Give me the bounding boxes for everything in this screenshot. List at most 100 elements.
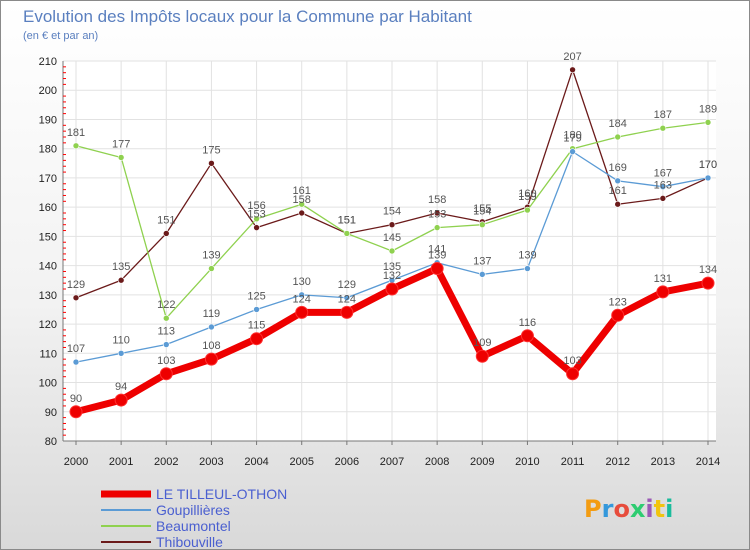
- data-label-2: 184: [609, 118, 627, 130]
- y-tick-label: 170: [39, 173, 57, 185]
- series-group: [69, 66, 715, 419]
- series-point-3: [253, 224, 260, 231]
- y-tick-label: 150: [39, 231, 57, 243]
- data-label-0: 103: [563, 355, 581, 367]
- series-point-2: [433, 224, 441, 231]
- series-point-2: [162, 314, 170, 322]
- data-label-1: 167: [654, 168, 672, 180]
- series-point-0: [611, 308, 625, 322]
- data-label-1: 119: [203, 308, 221, 320]
- data-label-2: 159: [518, 191, 536, 203]
- y-tick-label: 80: [45, 436, 57, 448]
- series-point-1: [162, 341, 170, 348]
- data-label-3: 207: [563, 51, 581, 63]
- data-label-2: 153: [428, 209, 446, 221]
- x-tick-label: 2009: [470, 456, 494, 468]
- data-label-1: 113: [158, 326, 176, 338]
- y-axis-ticks: 80 90 100 110 120 130 140 150 160 170 180 190 200 210: [39, 56, 66, 448]
- data-label-0: 132: [383, 270, 401, 282]
- series-point-0: [430, 262, 444, 276]
- series-point-3: [298, 209, 306, 217]
- series-point-3: [388, 221, 396, 228]
- chart-subtitle: (en € et par an): [23, 30, 98, 42]
- series-point-2: [388, 247, 396, 255]
- legend-label-1: Goupillières: [156, 502, 230, 518]
- data-label-0: 123: [609, 296, 627, 308]
- series-point-0: [566, 367, 580, 381]
- data-label-2: 161: [293, 185, 311, 197]
- series-point-1: [569, 148, 576, 155]
- series-point-1: [343, 294, 351, 302]
- series-point-1: [659, 183, 667, 190]
- series-point-2: [704, 119, 712, 126]
- logo-letter: i: [645, 495, 653, 523]
- series-point-3: [208, 160, 215, 167]
- y-tick-label: 190: [39, 114, 57, 126]
- data-label-1: 169: [609, 162, 627, 174]
- series-point-2: [524, 206, 531, 214]
- data-label-1: 179: [563, 133, 581, 145]
- logo-letter: x: [630, 495, 646, 523]
- series-point-3: [433, 209, 441, 217]
- data-label-3: 161: [609, 185, 627, 197]
- y-tick-label: 110: [39, 348, 57, 360]
- x-tick-label: 2013: [651, 456, 675, 468]
- data-label-0: 115: [248, 320, 266, 332]
- series-point-2: [659, 124, 667, 132]
- series-point-1: [524, 265, 531, 272]
- series-point-2: [478, 221, 486, 228]
- series-point-1: [253, 306, 260, 313]
- x-tick-label: 2003: [199, 456, 223, 468]
- logo-letter: i: [665, 495, 673, 523]
- data-label-2: 156: [247, 200, 265, 212]
- data-label-1: 125: [247, 290, 265, 302]
- y-tick-label: 210: [39, 56, 57, 68]
- data-label-1: 130: [293, 276, 311, 288]
- series-point-3: [162, 230, 170, 237]
- data-label-2: 145: [383, 232, 401, 244]
- data-label-3: 160: [518, 188, 536, 200]
- legend-label-0: LE TILLEUL-OTHON: [156, 486, 287, 502]
- x-tick-label: 2012: [605, 456, 629, 468]
- series-point-0: [656, 285, 670, 299]
- y-tick-label: 180: [39, 144, 57, 156]
- series-point-0: [520, 329, 534, 343]
- data-label-3: 170: [699, 159, 717, 171]
- x-tick-label: 2005: [289, 456, 313, 468]
- series-point-0: [204, 352, 218, 366]
- y-tick-label: 100: [39, 378, 57, 390]
- logo-letter: P: [584, 495, 602, 523]
- data-label-1: 135: [383, 261, 401, 273]
- series-point-1: [298, 291, 306, 299]
- series-point-0: [114, 393, 128, 407]
- y-tick-label: 120: [39, 319, 57, 331]
- x-tick-label: 2014: [696, 456, 720, 468]
- x-tick-label: 2001: [109, 456, 133, 468]
- x-tick-label: 2007: [380, 456, 404, 468]
- logo-letter: r: [602, 495, 614, 523]
- data-label-0: 103: [157, 355, 175, 367]
- data-label-3: 154: [383, 206, 401, 218]
- series-point-2: [117, 154, 125, 161]
- series-point-1: [704, 174, 712, 182]
- data-label-3: 175: [202, 144, 220, 156]
- series-point-2: [614, 133, 622, 141]
- x-tick-label: 2010: [515, 456, 539, 468]
- data-label-2: 151: [338, 214, 356, 226]
- series-point-0: [69, 405, 83, 419]
- proxiti-logo: Proxiti: [584, 495, 673, 523]
- data-label-1: 107: [67, 343, 85, 355]
- data-label-2: 154: [473, 206, 491, 218]
- y-tick-label: 200: [39, 85, 57, 97]
- series-point-0: [701, 276, 715, 290]
- data-label-3: 151: [338, 214, 356, 226]
- series-point-2: [253, 215, 260, 223]
- x-tick-label: 2002: [154, 456, 178, 468]
- data-label-0: 134: [699, 264, 717, 276]
- x-tick-label: 2004: [244, 456, 268, 468]
- series-point-0: [295, 305, 309, 319]
- data-label-3: 158: [293, 194, 311, 206]
- series-point-0: [385, 282, 399, 296]
- logo-text: Proxiti: [584, 495, 673, 523]
